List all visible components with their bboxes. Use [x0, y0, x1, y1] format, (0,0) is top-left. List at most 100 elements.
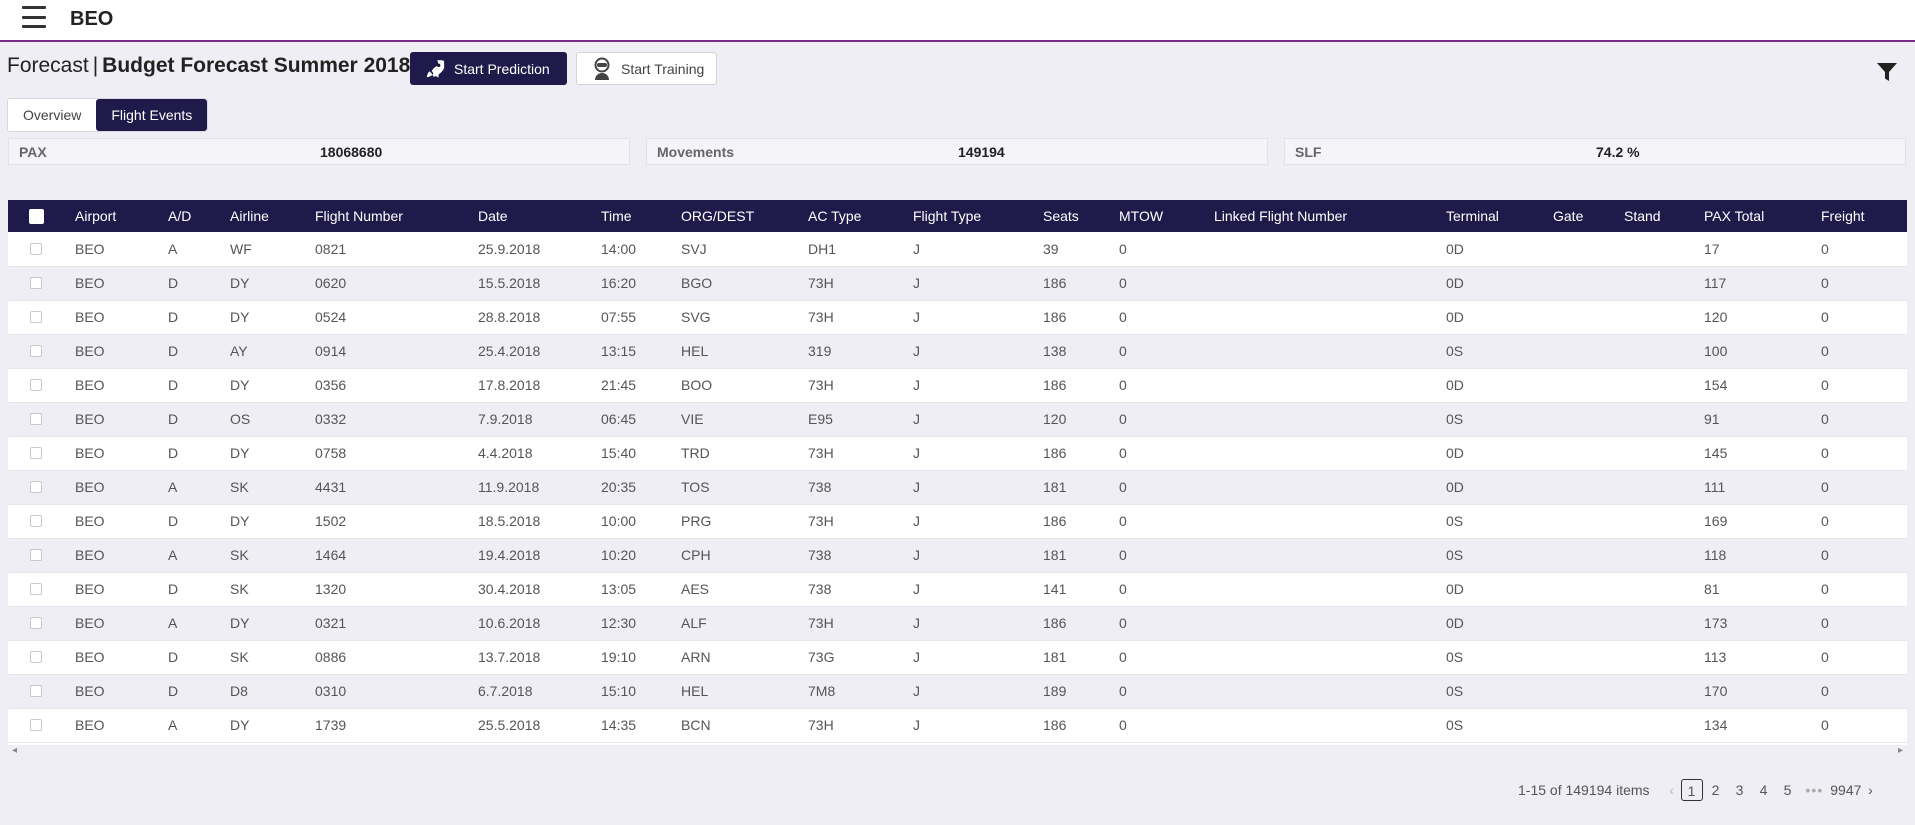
last-page[interactable]: 9947 — [1830, 782, 1862, 798]
table-cell: D — [168, 411, 179, 427]
table-cell: 0 — [1119, 445, 1127, 461]
table-cell: 0 — [1119, 513, 1127, 529]
column-header[interactable]: Gate — [1553, 208, 1584, 224]
scroll-right-icon[interactable]: ▸ — [1897, 745, 1903, 756]
select-all-checkbox[interactable] — [29, 208, 44, 224]
table-cell — [1624, 266, 1704, 300]
row-checkbox[interactable] — [30, 617, 42, 629]
row-checkbox[interactable] — [30, 379, 42, 391]
start-prediction-button[interactable]: Start Prediction — [410, 52, 567, 85]
row-checkbox[interactable] — [30, 549, 42, 561]
row-checkbox[interactable] — [30, 277, 42, 289]
column-header[interactable]: Time — [601, 208, 632, 224]
table-cell — [1214, 572, 1446, 606]
table-row[interactable]: BEO A DY 0321 10.6.2018 12:30 ALF 73H J 186 0 0D 173… — [8, 606, 1907, 640]
row-select-cell — [8, 470, 75, 504]
column-header[interactable]: Stand — [1624, 208, 1661, 224]
table-row[interactable]: BEO D D8 0310 6.7.2018 15:10 HEL 7M8 J 189 0 0S 170 0 — [8, 674, 1907, 708]
table-row[interactable]: BEO D DY 1502 18.5.2018 10:00 PRG 73H J 186 0 0S 169… — [8, 504, 1907, 538]
table-cell: 0D — [1446, 615, 1464, 631]
row-checkbox[interactable] — [30, 583, 42, 595]
scroll-left-icon[interactable]: ◂ — [12, 745, 18, 756]
kpi-slf-value: 74.2 % — [1596, 144, 1640, 160]
page-1[interactable]: 1 — [1680, 779, 1703, 801]
tab-overview[interactable]: Overview — [23, 107, 82, 123]
table-cell: 0 — [1821, 717, 1829, 733]
page-5[interactable]: 5 — [1783, 782, 1792, 798]
column-header[interactable]: PAX Total — [1704, 208, 1765, 224]
table-row[interactable]: BEO D OS 0332 7.9.2018 06:45 VIE E95 J 120 0 0S 91 0 — [8, 402, 1907, 436]
row-checkbox[interactable] — [30, 447, 42, 459]
page-3[interactable]: 3 — [1735, 782, 1744, 798]
table-row[interactable]: BEO D DY 0524 28.8.2018 07:55 SVG 73H J 186 0 0D 120… — [8, 300, 1907, 334]
horizontal-scrollbar[interactable]: ◂ ▸ — [8, 745, 1907, 759]
next-page-icon[interactable]: › — [1868, 782, 1873, 798]
row-select-cell — [8, 300, 75, 334]
table-cell: 1464 — [315, 547, 347, 563]
row-checkbox[interactable] — [30, 413, 42, 425]
table-cell — [1553, 232, 1624, 266]
pagination-summary: 1-15 of 149194 items — [1518, 782, 1650, 798]
pagination: 1-15 of 149194 items ‹ 1 2 3 4 5 ••• 994… — [1518, 778, 1878, 802]
filter-icon[interactable] — [1876, 61, 1898, 83]
row-checkbox[interactable] — [30, 515, 42, 527]
column-header[interactable]: Flight Type — [913, 208, 982, 224]
row-checkbox[interactable] — [30, 719, 42, 731]
column-header[interactable]: Airline — [230, 208, 269, 224]
table-cell: BEO — [75, 411, 105, 427]
table-cell — [1214, 232, 1446, 266]
table-row[interactable]: BEO A SK 1464 19.4.2018 10:20 CPH 738 J 181 0 0S 118… — [8, 538, 1907, 572]
menu-icon[interactable] — [22, 6, 46, 28]
table-cell: 73H — [808, 445, 834, 461]
column-header[interactable]: Freight — [1821, 208, 1865, 224]
table-row[interactable]: BEO D DY 0356 17.8.2018 21:45 BOO 73H J 186 0 0D 154… — [8, 368, 1907, 402]
table-cell: 73G — [808, 649, 835, 665]
table-row[interactable]: BEO A SK 4431 11.9.2018 20:35 TOS 738 J 181 0 0D 111… — [8, 470, 1907, 504]
table-row[interactable]: BEO D AY 0914 25.4.2018 13:15 HEL 319 J 138 0 0S 100… — [8, 334, 1907, 368]
kpi-movements: Movements 149194 — [646, 138, 1268, 165]
table-cell: 100 — [1704, 343, 1728, 359]
column-header[interactable]: ORG/DEST — [681, 208, 755, 224]
table-row[interactable]: BEO D DY 0758 4.4.2018 15:40 TRD 73H J 186 0 0D 145 0 — [8, 436, 1907, 470]
column-header[interactable]: Flight Number — [315, 208, 403, 224]
tab-flight-events[interactable]: Flight Events — [96, 99, 208, 131]
table-cell: BEO — [75, 615, 105, 631]
table-cell: 39 — [1043, 240, 1059, 257]
row-checkbox[interactable] — [30, 651, 42, 663]
table-cell: 0 — [1119, 547, 1127, 563]
row-checkbox[interactable] — [30, 481, 42, 493]
table-cell: 73H — [808, 717, 834, 733]
column-header[interactable]: Terminal — [1446, 208, 1499, 224]
page-2[interactable]: 2 — [1711, 782, 1720, 798]
table-cell: 186 — [1043, 377, 1067, 393]
page-4[interactable]: 4 — [1759, 782, 1768, 798]
table-row[interactable]: BEO A WF 0821 25.9.2018 14:00 SVJ DH1 J 39 0 0D 17 0 — [8, 232, 1907, 266]
row-checkbox[interactable] — [30, 685, 42, 697]
column-header[interactable]: Date — [478, 208, 508, 224]
row-checkbox[interactable] — [30, 345, 42, 357]
table-cell — [1214, 504, 1446, 538]
table-row[interactable]: BEO D SK 0886 13.7.2018 19:10 ARN 73G J 181 0 0S 113… — [8, 640, 1907, 674]
column-header[interactable]: A/D — [168, 208, 192, 224]
table-cell: 186 — [1043, 513, 1067, 529]
column-header[interactable]: AC Type — [808, 208, 862, 224]
table-cell: 186 — [1043, 275, 1067, 291]
column-header[interactable]: Airport — [75, 208, 117, 224]
table-cell: 14:35 — [601, 717, 637, 733]
table-row[interactable]: BEO A DY 1739 25.5.2018 14:35 BCN 73H J 186 0 0S 134… — [8, 708, 1907, 742]
table-row[interactable]: BEO D DY 0620 15.5.2018 16:20 BGO 73H J 186 0 0D 117… — [8, 266, 1907, 300]
column-header[interactable]: MTOW — [1119, 208, 1164, 224]
row-checkbox[interactable] — [30, 242, 42, 255]
table-cell: J — [913, 377, 920, 393]
table-row[interactable]: BEO D SK 1320 30.4.2018 13:05 AES 738 J 141 0 0D 81 0 — [8, 572, 1907, 606]
row-checkbox[interactable] — [30, 311, 42, 323]
column-header[interactable]: Seats — [1043, 208, 1079, 224]
column-header[interactable]: Linked Flight Number — [1214, 208, 1348, 224]
table-cell — [1624, 674, 1704, 708]
table-cell: 0 — [1119, 649, 1127, 665]
more-pages-ellipsis[interactable]: ••• — [1805, 782, 1824, 798]
table-cell: BEO — [75, 479, 105, 495]
table-cell: J — [913, 445, 920, 461]
start-training-button[interactable]: Start Training — [576, 52, 717, 85]
prev-page-icon[interactable]: ‹ — [1669, 782, 1674, 798]
